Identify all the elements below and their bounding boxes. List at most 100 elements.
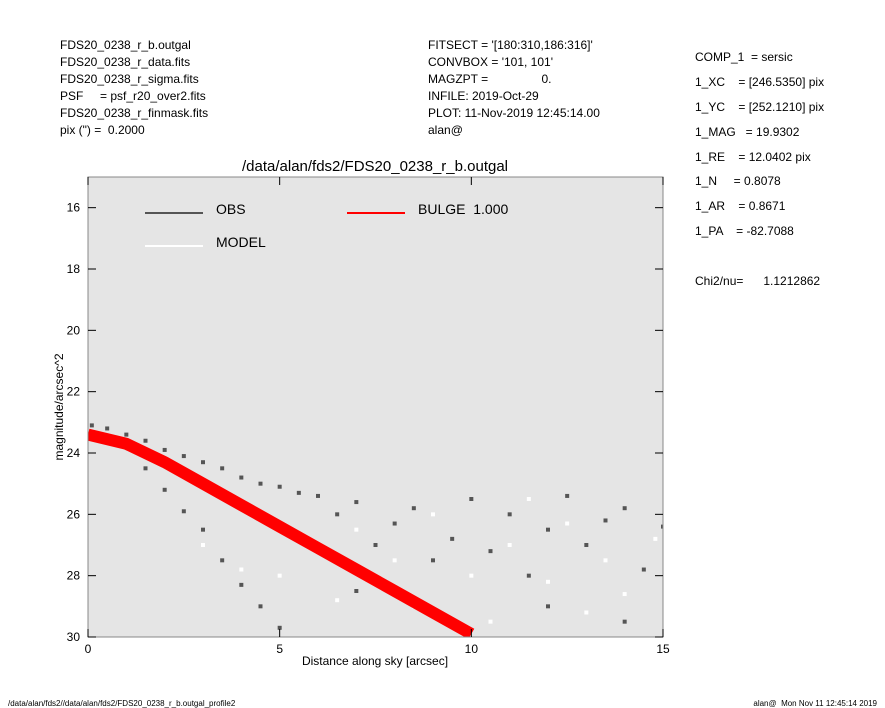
legend-label: BULGE 1.000 [418, 201, 508, 217]
chi-square: Chi2/nu= 1.1212862 [695, 274, 820, 288]
data-point [641, 567, 646, 572]
data-point [277, 484, 282, 489]
data-point [392, 521, 397, 526]
header-left: FDS20_0238_r_finmask.fits [60, 106, 208, 120]
header-right: 1_XC = [246.5350] pix [695, 75, 824, 89]
header-middle: INFILE: 2019-Oct-29 [428, 89, 539, 103]
data-point [143, 438, 148, 443]
header-left: PSF = psf_r20_over2.fits [60, 89, 206, 103]
data-point [661, 524, 663, 529]
data-point [181, 509, 186, 514]
data-point [392, 558, 397, 563]
y-tick-label: 22 [67, 385, 81, 399]
data-point [162, 487, 167, 492]
header-right: 1_N = 0.8078 [695, 174, 781, 188]
header-right: 1_RE = 12.0402 pix [695, 150, 811, 164]
data-point [89, 423, 94, 428]
data-point [201, 543, 205, 547]
data-point [354, 500, 359, 505]
data-point [546, 604, 550, 609]
data-point [181, 454, 186, 459]
header-right: 1_YC = [252.1210] pix [695, 100, 824, 114]
data-point [258, 604, 263, 609]
header-middle: alan@ [428, 123, 463, 137]
y-tick-label: 20 [67, 323, 81, 337]
data-point [584, 610, 589, 615]
data-point [335, 598, 340, 603]
data-point [488, 619, 493, 624]
data-point [622, 506, 627, 511]
data-point [258, 481, 263, 486]
data-point [105, 426, 110, 431]
data-point [431, 558, 435, 563]
header-left: FDS20_0238_r_sigma.fits [60, 72, 199, 86]
data-point [565, 521, 570, 526]
data-point [546, 527, 550, 532]
data-point [316, 493, 320, 498]
legend-label: OBS [216, 201, 246, 217]
data-point [469, 497, 474, 501]
data-point [277, 573, 282, 578]
data-point [296, 490, 301, 495]
header-right: 1_AR = 0.8671 [695, 199, 786, 213]
data-point [201, 527, 205, 532]
data-point [431, 512, 435, 517]
data-point [526, 497, 531, 501]
data-point [277, 625, 282, 630]
header-middle: PLOT: 11-Nov-2019 12:45:14.00 [428, 106, 600, 120]
header-middle: CONVBOX = '101, 101' [428, 55, 553, 69]
x-tick-label: 10 [465, 642, 479, 656]
header-right: 1_PA = -82.7088 [695, 224, 794, 238]
data-point [450, 536, 455, 541]
x-tick-label: 0 [85, 642, 92, 656]
y-tick-label: 18 [67, 262, 81, 276]
y-axis-label: magnitude/arcsec^2 [52, 353, 66, 460]
data-point [507, 512, 512, 517]
header-left: FDS20_0238_r_data.fits [60, 55, 190, 69]
x-tick-label: 15 [656, 642, 670, 656]
data-point [622, 592, 627, 597]
header-left: pix (") = 0.2000 [60, 123, 145, 137]
data-point [546, 579, 550, 584]
y-tick-label: 24 [67, 446, 81, 460]
plot-frame [87, 176, 664, 638]
data-point [411, 506, 416, 511]
data-point [354, 589, 359, 593]
header-left: FDS20_0238_r_b.outgal [60, 38, 191, 52]
data-point [526, 573, 531, 578]
data-point [584, 543, 589, 547]
data-point [239, 582, 244, 587]
data-point [354, 527, 359, 532]
header-middle: FITSECT = '[180:310,186:316]' [428, 38, 593, 52]
footer-left: /data/alan/fds2//data/alan/fds2/FDS20_02… [8, 699, 236, 708]
chart-title: /data/alan/fds2/FDS20_0238_r_b.outgal [242, 158, 508, 175]
data-point [565, 493, 570, 498]
x-tick-label: 5 [276, 642, 283, 656]
data-point [220, 558, 225, 563]
plot-marks [88, 423, 663, 637]
data-point [143, 466, 148, 471]
footer-right: alan@ Mon Nov 11 12:45:14 2019 [753, 699, 877, 708]
plot-area [88, 177, 663, 637]
y-tick-label: 26 [67, 507, 81, 521]
data-point [201, 460, 205, 465]
y-tick-label: 30 [67, 630, 81, 644]
data-point [239, 475, 244, 480]
data-point [603, 558, 608, 563]
data-point [603, 518, 608, 523]
bulge-band [88, 428, 475, 637]
data-point [373, 543, 378, 547]
header-right: COMP_1 = sersic [695, 50, 793, 64]
legend-label: MODEL [216, 234, 266, 250]
y-tick-label: 16 [67, 201, 81, 215]
data-point [162, 447, 167, 452]
header-middle: MAGZPT = 0. [428, 72, 551, 86]
data-point [335, 512, 340, 517]
data-point [622, 619, 627, 624]
data-point [653, 536, 658, 541]
data-point [469, 573, 474, 578]
y-tick-label: 28 [67, 569, 81, 583]
data-point [124, 432, 129, 437]
data-point [488, 549, 493, 554]
